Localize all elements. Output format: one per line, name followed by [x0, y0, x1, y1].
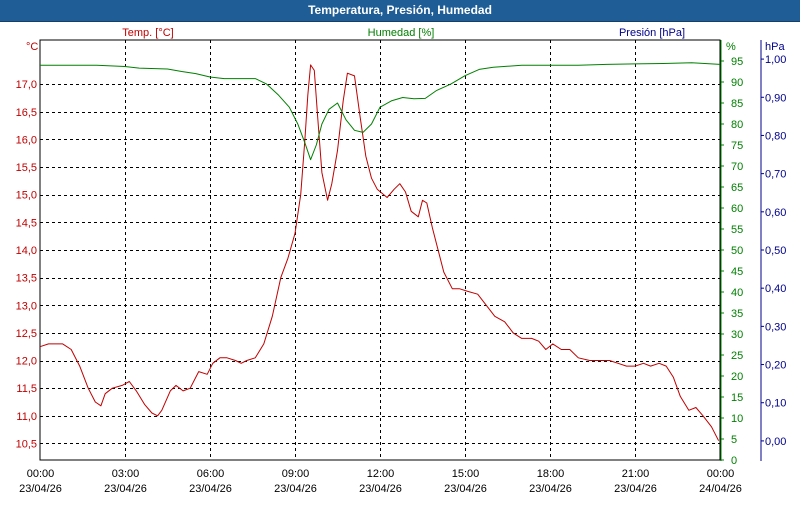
x-tick-time: 21:00 — [622, 468, 650, 480]
x-tick-date: 23/04/26 — [274, 483, 317, 495]
humidity-tick-label: 30 — [731, 329, 743, 341]
grid-layer — [39, 39, 721, 461]
humidity-tick-label: 85 — [731, 98, 743, 110]
humidity-tick-label: 55 — [731, 224, 743, 236]
humidity-tick-label: 95 — [731, 56, 743, 68]
x-tick-date: 23/04/26 — [444, 483, 487, 495]
temp-unit-label: °C — [26, 41, 38, 53]
pressure-axis-label: Presión [hPa] — [619, 27, 685, 39]
pressure-tick-label: 0,50 — [765, 245, 786, 257]
humidity-tick-label: 5 — [731, 434, 737, 446]
humidity-tick-label: 80 — [731, 119, 743, 131]
pressure-tick-label: 0,60 — [765, 207, 786, 219]
humidity-tick-label: 10 — [731, 413, 743, 425]
humidity-tick-label: 90 — [731, 77, 743, 89]
humidity-tick-label: 20 — [731, 371, 743, 383]
humidity-axis-label: Humedad [%] — [368, 27, 435, 39]
temp-tick-label: 11,0 — [16, 411, 37, 423]
humidity-tick-label: 0 — [731, 455, 737, 467]
humidity-tick-label: 70 — [731, 161, 743, 173]
temp-tick-label: 13,5 — [16, 273, 37, 285]
humidity-tick-label: 75 — [731, 140, 743, 152]
temp-tick-label: 15,0 — [16, 190, 37, 202]
humidity-tick-label: 50 — [731, 245, 743, 257]
temp-tick-label: 16,0 — [16, 134, 37, 146]
series-line-temp — [39, 64, 720, 441]
pressure-tick-label: 1,00 — [765, 54, 786, 66]
humidity-tick-label: 65 — [731, 182, 743, 194]
temp-tick-label: 17,0 — [16, 79, 37, 91]
chart-title-bar: Temperatura, Presión, Humedad — [0, 0, 800, 22]
series-layer — [39, 62, 721, 441]
pressure-unit-label: hPa — [765, 41, 785, 53]
x-tick-date: 23/04/26 — [104, 483, 147, 495]
humidity-tick-label: 45 — [731, 266, 743, 278]
x-tick-date: 23/04/26 — [359, 483, 402, 495]
temp-axis-label: Temp. [°C] — [122, 27, 173, 39]
chart-svg: Temp. [°C] Humedad [%] Presión [hPa] °C … — [0, 22, 800, 500]
temp-tick-label: 10,5 — [16, 438, 37, 450]
pressure-tick-label: 0,20 — [765, 360, 786, 372]
humidity-tick-label: 25 — [731, 350, 743, 362]
temp-tick-label: 14,0 — [16, 245, 37, 257]
x-tick-time: 06:00 — [197, 468, 225, 480]
series-line-humidity — [40, 62, 721, 161]
pressure-tick-label: 0,40 — [765, 283, 786, 295]
temp-tick-label: 13,0 — [16, 300, 37, 312]
x-tick-time: 18:00 — [537, 468, 565, 480]
pressure-tick-label: 0,80 — [765, 130, 786, 142]
temp-tick-label: 16,5 — [16, 107, 37, 119]
pressure-tick-label: 0,00 — [765, 436, 786, 448]
humidity-tick-label: 15 — [731, 392, 743, 404]
pressure-tick-label: 0,70 — [765, 169, 786, 181]
x-tick-time: 09:00 — [282, 468, 310, 480]
x-tick-time: 12:00 — [367, 468, 395, 480]
chart-background — [0, 22, 800, 500]
x-tick-time: 03:00 — [112, 468, 140, 480]
humidity-tick-label: 40 — [731, 287, 743, 299]
temp-tick-label: 12,5 — [16, 328, 37, 340]
humidity-tick-label: 35 — [731, 308, 743, 320]
x-tick-time: 00:00 — [27, 468, 55, 480]
x-tick-date: 23/04/26 — [189, 483, 232, 495]
pressure-tick-label: 0,30 — [765, 321, 786, 333]
temp-tick-label: 15,5 — [16, 162, 37, 174]
x-tick-time: 00:00 — [707, 468, 735, 480]
chart-area: Temp. [°C] Humedad [%] Presión [hPa] °C … — [0, 22, 800, 500]
humidity-unit-label: % — [726, 41, 736, 53]
x-tick-date: 23/04/26 — [19, 483, 62, 495]
chart-title: Temperatura, Presión, Humedad — [308, 3, 492, 17]
x-tick-date: 24/04/26 — [699, 483, 742, 495]
temp-tick-label: 11,5 — [16, 383, 37, 395]
x-tick-date: 23/04/26 — [614, 483, 657, 495]
axis-layer: Temp. [°C] Humedad [%] Presión [hPa] °C … — [16, 27, 787, 495]
x-tick-time: 15:00 — [452, 468, 480, 480]
temp-tick-label: 12,0 — [16, 356, 37, 368]
temp-tick-label: 14,5 — [16, 217, 37, 229]
x-tick-date: 23/04/26 — [529, 483, 572, 495]
pressure-tick-label: 0,10 — [765, 398, 786, 410]
humidity-tick-label: 60 — [731, 203, 743, 215]
pressure-tick-label: 0,90 — [765, 92, 786, 104]
